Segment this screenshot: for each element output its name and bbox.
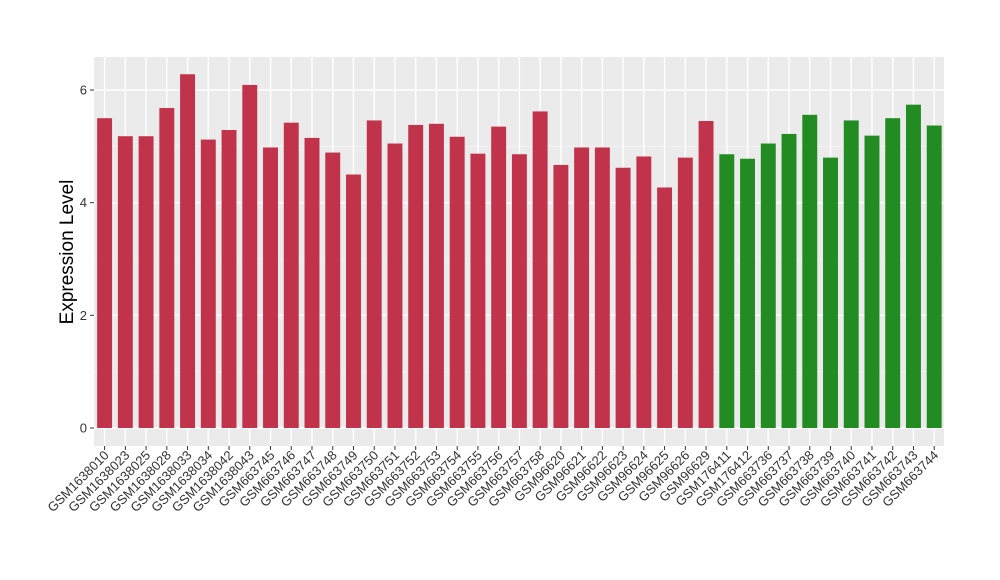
bar-GSM1638023 — [117, 136, 133, 428]
bar-GSM663750 — [366, 120, 382, 428]
bar-GSM663736 — [760, 143, 776, 428]
bar-GSM663740 — [843, 120, 859, 428]
bar-GSM96624 — [636, 156, 652, 429]
bar-GSM663757 — [511, 154, 527, 428]
bar-GSM663744 — [926, 125, 942, 428]
bar-GSM663751 — [387, 143, 403, 428]
bar-GSM663742 — [885, 118, 901, 428]
bar-GSM663752 — [408, 124, 424, 428]
bar-GSM663747 — [304, 137, 320, 428]
y-axis-title: Expression Level — [57, 180, 78, 325]
bar-GSM663745 — [263, 147, 278, 428]
y-tick-label: 2 — [80, 308, 87, 323]
bar-GSM1638042 — [221, 130, 237, 429]
bar-GSM96623 — [615, 167, 631, 428]
bar-GSM663748 — [325, 152, 341, 428]
bar-GSM1638025 — [138, 136, 154, 428]
bar-GSM1638034 — [200, 139, 216, 428]
bar-GSM663756 — [491, 126, 507, 429]
y-tick-label: 6 — [80, 83, 87, 98]
bar-GSM1638028 — [159, 108, 175, 429]
bar-GSM176412 — [740, 158, 756, 428]
bar-GSM663739 — [823, 157, 838, 428]
bar-GSM96625 — [657, 187, 673, 428]
bar-GSM663737 — [781, 133, 797, 428]
bar-GSM663755 — [470, 153, 486, 428]
y-axis: 0 2 4 6 — [80, 83, 94, 436]
bar-GSM96621 — [574, 147, 590, 428]
bar-GSM663754 — [449, 136, 465, 428]
bar-GSM96629 — [698, 121, 714, 429]
bar-GSM663758 — [532, 111, 548, 428]
x-axis: GSM1638010GSM1638023GSM1638025GSM1638028… — [44, 446, 941, 515]
bar-GSM1638043 — [242, 84, 258, 428]
bar-GSM663738 — [802, 114, 818, 428]
y-tick-label: 4 — [80, 195, 87, 210]
y-tick-label: 0 — [80, 421, 87, 436]
bar-GSM663743 — [905, 104, 921, 428]
bar-GSM1638033 — [180, 74, 196, 429]
bar-GSM96626 — [677, 157, 693, 428]
bar-GSM96622 — [594, 147, 610, 428]
bar-GSM663749 — [346, 174, 361, 428]
bar-GSM176411 — [719, 154, 735, 428]
bar-GSM663746 — [283, 122, 299, 428]
bar-GSM96620 — [553, 164, 569, 428]
bar-GSM663741 — [864, 135, 880, 429]
bar-GSM1638010 — [97, 118, 113, 428]
bars — [97, 74, 942, 429]
bar-GSM663753 — [428, 123, 444, 429]
